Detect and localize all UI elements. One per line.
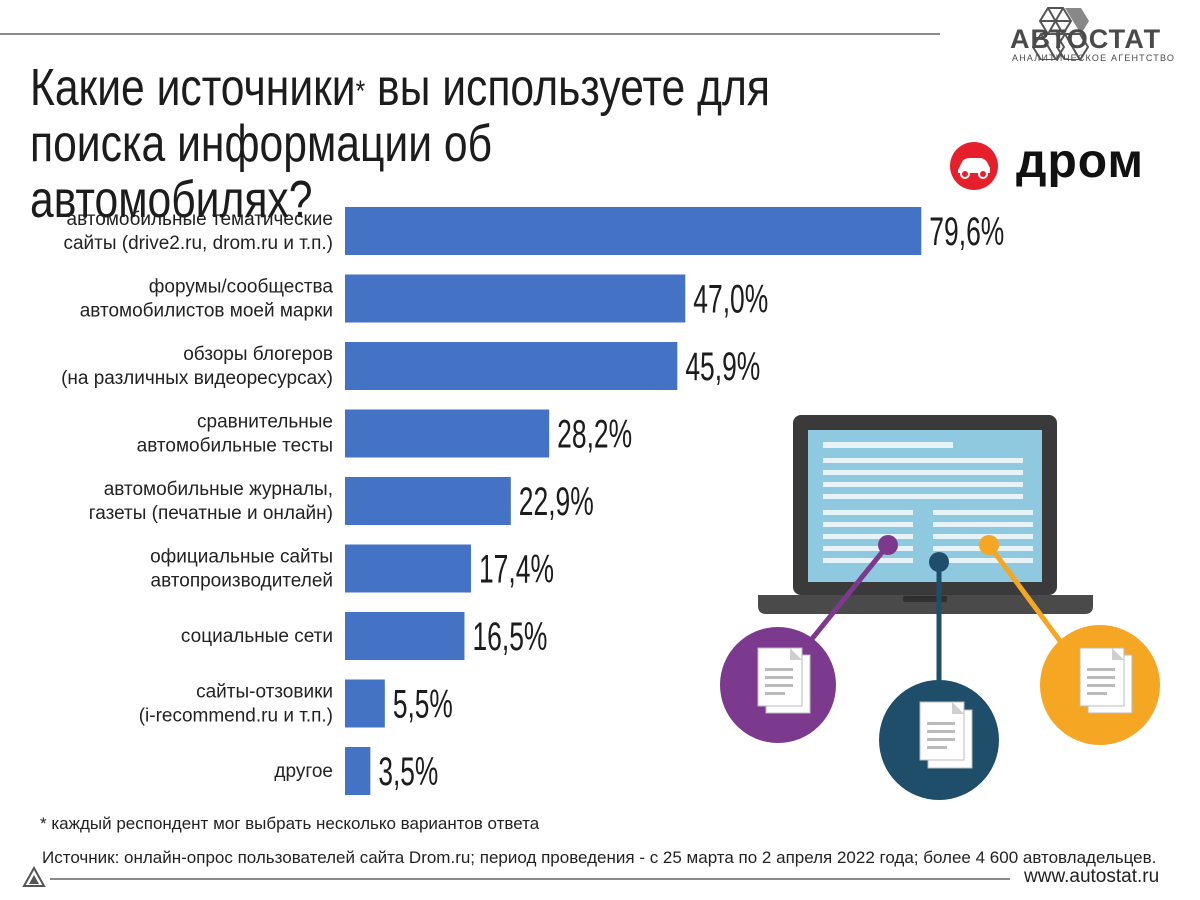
brand-name: АВТОСТАТ bbox=[1010, 24, 1162, 54]
category-label-1-2: сайты (drive2.ru, drom.ru и т.п.) bbox=[63, 233, 333, 254]
title-text: Какие источники bbox=[30, 59, 356, 117]
category-label-3-2: (на различных видеоресурсах) bbox=[61, 368, 333, 389]
title-rest: вы используете для поиска информации об … bbox=[30, 59, 770, 229]
value-label-3: 45,9% bbox=[685, 345, 760, 389]
bar-8 bbox=[345, 679, 385, 728]
category-label-5-1: автомобильные журналы, bbox=[104, 479, 333, 500]
triangle-logo-icon bbox=[22, 866, 46, 887]
value-label-1: 79,6% bbox=[929, 210, 1004, 254]
category-label-2-2: автомобилистов моей марки bbox=[80, 301, 333, 322]
source-note: Источник: онлайн-опрос пользователей сай… bbox=[42, 848, 1157, 867]
bar-5 bbox=[345, 477, 511, 525]
category-label-5-2: газеты (печатные и онлайн) bbox=[89, 503, 333, 524]
bar-3 bbox=[345, 342, 678, 390]
bar-6 bbox=[345, 544, 471, 593]
bar-4 bbox=[345, 409, 550, 458]
footnote: * каждый респондент мог выбрать нескольк… bbox=[40, 814, 540, 833]
bar-7 bbox=[345, 612, 465, 660]
top-rule bbox=[0, 33, 940, 35]
value-label-4: 28,2% bbox=[557, 413, 632, 457]
value-label-6: 17,4% bbox=[479, 548, 554, 592]
bar-1 bbox=[345, 207, 922, 255]
partner-name: дром bbox=[1016, 135, 1144, 188]
category-label-8-1: сайты-отзовики bbox=[196, 682, 333, 703]
value-label-8: 5,5% bbox=[393, 683, 453, 727]
brand-subtitle: АНАЛИТИЧЕСКОЕ АГЕНТСТВО bbox=[1012, 53, 1176, 63]
website-link[interactable]: www.autostat.ru bbox=[1024, 866, 1160, 887]
value-label-9: 3,5% bbox=[378, 750, 438, 794]
category-label-6-2: автопроизводителей bbox=[151, 571, 333, 592]
value-label-2: 47,0% bbox=[693, 278, 768, 322]
category-label-3-1: обзоры блогеров bbox=[183, 344, 333, 365]
category-label-2-1: форумы/сообщества bbox=[149, 277, 334, 298]
category-label-8-2: (i-recommend.ru и т.п.) bbox=[139, 706, 333, 727]
bar-2 bbox=[345, 274, 686, 323]
category-label-4-1: сравнительные bbox=[197, 412, 333, 433]
category-label-9-1: другое bbox=[274, 761, 333, 782]
laptop-with-documents-icon bbox=[720, 415, 1160, 800]
hexagon-logo-icon bbox=[1031, 7, 1090, 60]
category-label-4-2: автомобильные тесты bbox=[137, 436, 333, 457]
category-label-1-1: автомобильные тематические bbox=[67, 209, 333, 230]
category-label-6-1: официальные сайты bbox=[150, 547, 333, 568]
category-label-7-1: социальные сети bbox=[181, 626, 333, 647]
value-label-5: 22,9% bbox=[519, 480, 594, 524]
page-title: Какие источники* вы используете для поис… bbox=[30, 60, 784, 228]
value-label-7: 16,5% bbox=[472, 615, 547, 659]
bottom-rule bbox=[50, 878, 1010, 880]
car-logo-icon bbox=[950, 142, 998, 190]
bar-9 bbox=[345, 747, 371, 795]
title-star: * bbox=[355, 75, 366, 108]
